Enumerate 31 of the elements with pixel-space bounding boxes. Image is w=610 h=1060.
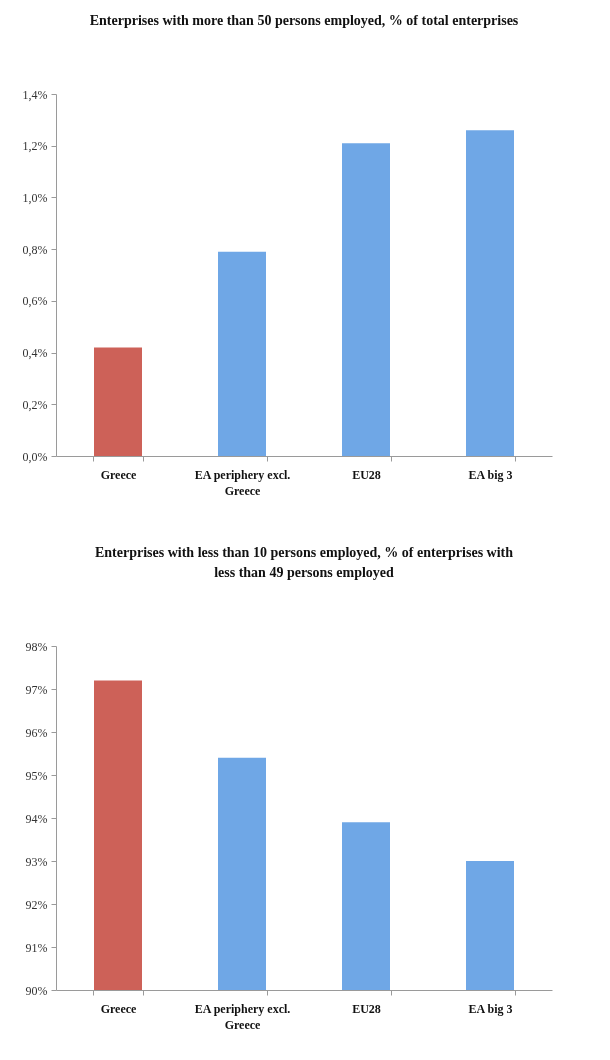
y-tick-label: 94% (25, 811, 48, 826)
bar (218, 251, 266, 456)
y-tick-label: 1,2% (22, 139, 48, 154)
y-tick-label: 97% (25, 682, 48, 697)
y-tick-label: 0,2% (22, 397, 48, 412)
y-tick-label: 0,0% (22, 449, 48, 464)
x-tick-label: EA big 3 (468, 467, 513, 482)
y-tick-label: 1,4% (22, 87, 48, 102)
chart-title: Enterprises with less than 10 persons employed, % of enterprises with less than 49 persons employed (94, 545, 514, 580)
y-tick-label: 92% (25, 897, 48, 912)
y-tick-label: 91% (25, 940, 48, 955)
x-tick-label: EU28 (352, 467, 381, 482)
x-tick-label: EA periphery excl. Greece (194, 467, 291, 498)
y-tick-label: 0,8% (22, 242, 48, 257)
chart-title: Enterprises with more than 50 persons employed, % of total enterprises (89, 13, 519, 28)
y-tick-label: 93% (25, 854, 48, 869)
x-tick-label: EA big 3 (468, 1001, 513, 1016)
y-tick-label: 98% (25, 639, 48, 654)
bar (466, 130, 514, 456)
y-tick-label: 95% (25, 768, 48, 783)
y-tick-label: 90% (25, 983, 48, 998)
bar (94, 347, 142, 456)
x-tick-label: EU28 (352, 1001, 381, 1016)
x-tick-label: Greece (100, 467, 138, 482)
x-tick-label: EA periphery excl. Greece (194, 1001, 291, 1032)
y-tick-label: 1,0% (22, 190, 48, 205)
x-tick-label: Greece (100, 1001, 138, 1016)
bar (342, 143, 390, 456)
y-tick-label: 0,6% (22, 294, 48, 309)
y-tick-label: 96% (25, 725, 48, 740)
y-tick-label: 0,4% (22, 346, 48, 361)
